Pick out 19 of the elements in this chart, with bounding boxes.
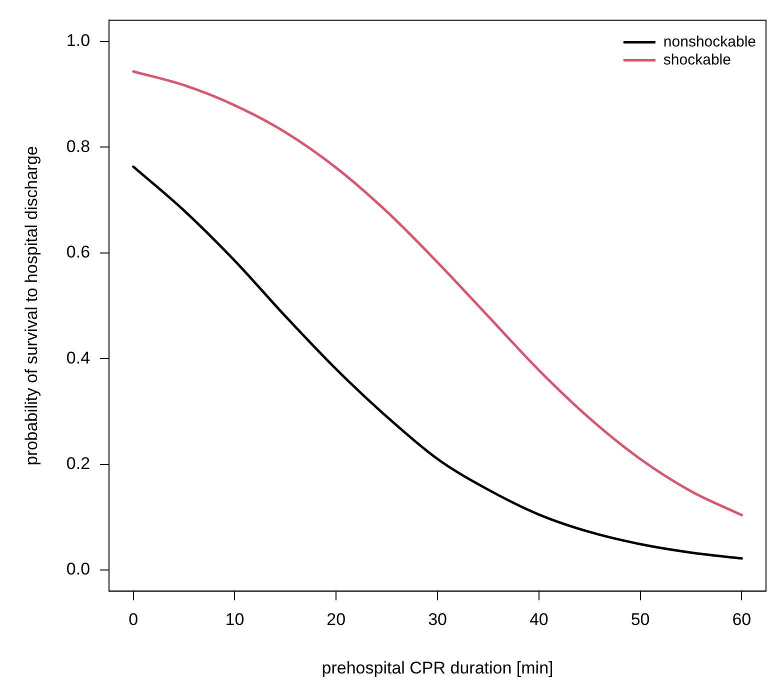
x-tick-label: 20	[326, 610, 346, 630]
line-series	[132, 70, 743, 516]
y-tick-label: 1.0	[66, 31, 90, 50]
line-series	[132, 165, 743, 560]
x-tick-label: 50	[630, 610, 650, 630]
x-tick-label: 60	[732, 610, 752, 630]
y-tick-label: 0.6	[66, 242, 90, 262]
y-tick-label: 0.4	[66, 348, 90, 368]
y-tick-label: 0.2	[66, 454, 90, 473]
y-tick-label: 0.8	[66, 136, 90, 156]
x-tick-label: 30	[428, 610, 447, 630]
legend-label: nonshockable	[663, 33, 756, 50]
y-axis-title: probability of survival to hospital discharge	[22, 146, 41, 466]
x-tick-label: 10	[225, 610, 244, 630]
x-axis-title: prehospital CPR duration [min]	[322, 658, 554, 678]
x-tick-label: 0	[128, 610, 138, 630]
legend-label: shockable	[663, 51, 731, 68]
x-tick-label: 40	[529, 610, 548, 630]
y-tick-label: 0.0	[66, 560, 90, 579]
